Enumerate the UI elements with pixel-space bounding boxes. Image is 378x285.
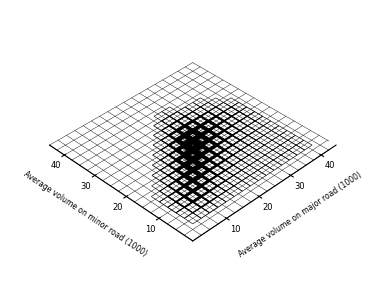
Y-axis label: Average volume on minor road (1000): Average volume on minor road (1000) bbox=[22, 170, 149, 259]
X-axis label: Average volume on major road (1000): Average volume on major road (1000) bbox=[237, 170, 363, 258]
